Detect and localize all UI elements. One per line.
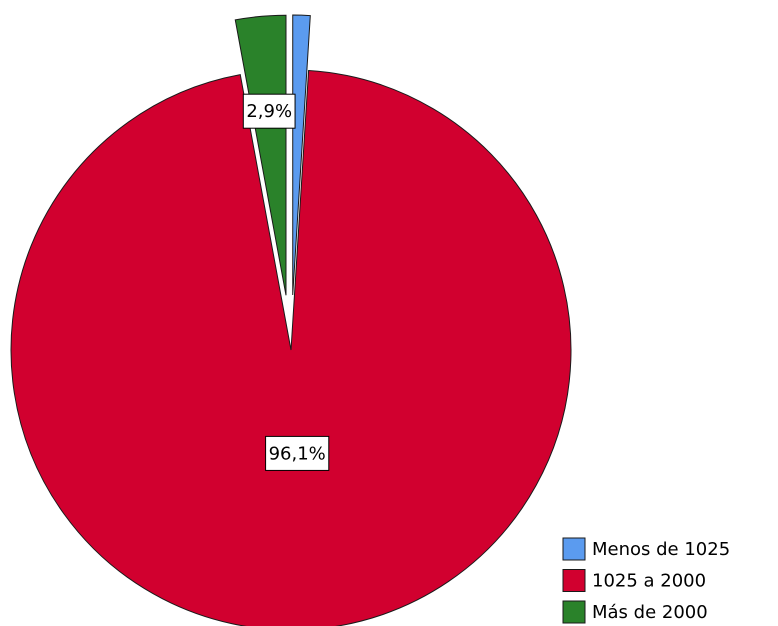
data-label: 2,9% xyxy=(242,93,296,129)
legend-label: 1025 a 2000 xyxy=(592,571,706,592)
data-label-text: 2,9% xyxy=(246,101,292,122)
pie-slice xyxy=(292,14,311,296)
legend-swatch xyxy=(562,600,586,624)
label-box xyxy=(242,93,296,129)
label-box xyxy=(265,435,330,471)
legend-swatch xyxy=(562,537,586,561)
pie-slice xyxy=(10,70,572,626)
legend-label: Más de 2000 xyxy=(592,602,708,623)
legend-swatch xyxy=(562,569,586,592)
data-label: 96,1% xyxy=(265,435,330,471)
legend-label: Menos de 1025 xyxy=(592,539,730,560)
data-label-text: 96,1% xyxy=(269,443,326,464)
pie-slice xyxy=(234,14,287,296)
